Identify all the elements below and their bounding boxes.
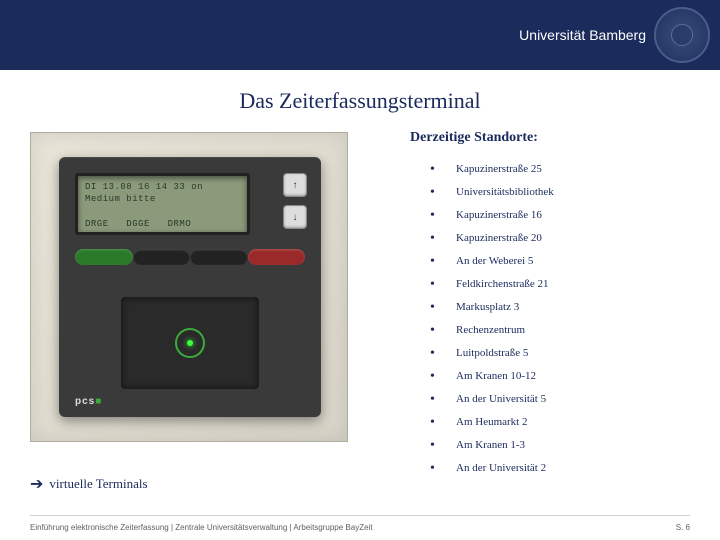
lcd-line-3: DRGE DGGE DRMO <box>85 218 240 230</box>
footer-divider <box>30 515 690 516</box>
list-item: Kapuzinerstraße 25 <box>430 158 554 181</box>
footer-text: Einführung elektronische Zeiterfassung |… <box>30 523 373 532</box>
virtual-terminals-note: ➔ virtuelle Terminals <box>30 474 148 494</box>
lcd-screen: DI 13.08 16 14 33 on Medium bitte DRGE D… <box>75 173 250 235</box>
terminal-device: DI 13.08 16 14 33 on Medium bitte DRGE D… <box>59 157 321 417</box>
list-item: Markusplatz 3 <box>430 296 554 319</box>
list-item: Am Kranen 10-12 <box>430 365 554 388</box>
device-frame: DI 13.08 16 14 33 on Medium bitte DRGE D… <box>30 132 348 442</box>
up-button: ↑ <box>283 173 307 197</box>
university-name: Universität Bamberg <box>519 27 646 43</box>
arrow-note-text: virtuelle Terminals <box>49 476 147 492</box>
button-row <box>75 249 305 265</box>
slide-header: Universität Bamberg <box>0 0 720 70</box>
arrow-right-icon: ➔ <box>30 474 43 494</box>
list-item: Rechenzentrum <box>430 319 554 342</box>
list-item: Kapuzinerstraße 16 <box>430 204 554 227</box>
list-item: Universitätsbibliothek <box>430 181 554 204</box>
green-button <box>75 249 133 265</box>
black-button-2 <box>190 249 248 265</box>
page-number: S. 6 <box>676 523 690 532</box>
content-area: DI 13.08 16 14 33 on Medium bitte DRGE D… <box>0 114 720 442</box>
black-button-1 <box>133 249 191 265</box>
device-brand: pcs■ <box>75 396 102 407</box>
list-item: Am Kranen 1-3 <box>430 434 554 457</box>
list-item: Am Heumarkt 2 <box>430 411 554 434</box>
list-item: Feldkirchenstraße 21 <box>430 273 554 296</box>
lcd-line-2: Medium bitte <box>85 193 240 205</box>
list-item: Luitpoldstraße 5 <box>430 342 554 365</box>
lcd-line-1: DI 13.08 16 14 33 on <box>85 181 240 193</box>
locations-list: Kapuzinerstraße 25 Universitätsbibliothe… <box>430 158 554 480</box>
card-reader <box>121 297 259 389</box>
red-button <box>248 249 306 265</box>
footer: Einführung elektronische Zeiterfassung |… <box>30 523 690 532</box>
device-photo: DI 13.08 16 14 33 on Medium bitte DRGE D… <box>30 132 360 442</box>
reader-led-icon <box>187 340 193 346</box>
list-item: An der Universität 2 <box>430 457 554 480</box>
list-item: An der Weberei 5 <box>430 250 554 273</box>
down-button: ↓ <box>283 205 307 229</box>
side-buttons: ↑ ↓ <box>283 173 307 229</box>
university-seal-icon <box>654 7 710 63</box>
list-item: Kapuzinerstraße 20 <box>430 227 554 250</box>
list-item: An der Universität 5 <box>430 388 554 411</box>
locations-heading: Derzeitige Standorte: <box>410 130 538 146</box>
slide-title: Das Zeiterfassungsterminal <box>0 88 720 114</box>
reader-ring-icon <box>175 328 205 358</box>
